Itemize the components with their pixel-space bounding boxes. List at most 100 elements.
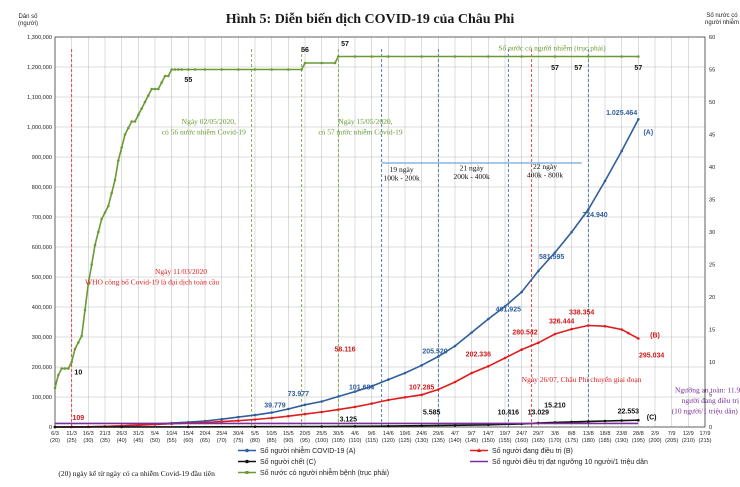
- series-point: [570, 420, 573, 424]
- x-tick-label: 11/3: [66, 431, 76, 437]
- series-point: [187, 68, 190, 71]
- series-point: [127, 126, 130, 130]
- series-point: [333, 61, 337, 65]
- x-tick-label: 9/6: [368, 431, 376, 437]
- data-label-57: 57: [551, 65, 559, 72]
- data-label: (B): [650, 333, 660, 340]
- data-label: 326.444: [549, 319, 574, 326]
- series-point: [153, 87, 157, 91]
- x-tick-sublabel: (20): [50, 438, 60, 444]
- x-tick-sublabel: (120): [382, 438, 395, 444]
- x-tick-sublabel: (115): [365, 438, 378, 444]
- series-point: [253, 413, 257, 417]
- series-point: [53, 425, 57, 429]
- x-tick-label: 20/4: [200, 431, 211, 437]
- series-point: [170, 68, 173, 71]
- series-point: [133, 120, 137, 123]
- series-point: [270, 411, 273, 414]
- x-tick-label: 25/5: [316, 431, 327, 437]
- x-tick-sublabel: (65): [200, 438, 210, 444]
- series-point: [287, 68, 290, 71]
- series-point: [237, 415, 240, 419]
- x-tick-label: 20/5: [300, 431, 311, 437]
- x-tick-sublabel: (190): [615, 438, 628, 444]
- legend-label: Số người chết (C): [260, 457, 316, 466]
- series-point: [113, 178, 117, 182]
- series-point: [147, 94, 150, 97]
- series-point: [87, 282, 90, 286]
- annotation: người đang điều trị: [682, 396, 739, 405]
- series-point: [370, 384, 373, 388]
- annotation: Ngày 26/07, Châu Phi chuyển giai đoạn: [522, 375, 642, 384]
- y-left-tick-label: 0: [49, 425, 52, 431]
- series-point: [520, 55, 523, 58]
- series-point: [403, 371, 407, 375]
- x-tick-sublabel: (195): [632, 438, 645, 444]
- series-point: [53, 386, 57, 390]
- data-label: 39.779: [264, 403, 286, 410]
- series-point: [100, 217, 103, 221]
- data-label: 58.116: [334, 346, 355, 353]
- series-point: [420, 424, 423, 428]
- y-left-title: Dân số: [18, 14, 38, 20]
- series-point: [603, 324, 607, 328]
- x-tick-label: 23/8: [616, 431, 627, 437]
- series-point: [403, 396, 407, 399]
- series-point: [587, 324, 590, 327]
- series-point: [470, 331, 473, 334]
- x-tick-sublabel: (90): [283, 438, 293, 444]
- x-tick-label: 2/9: [651, 431, 659, 437]
- series-point: [353, 425, 357, 428]
- data-label: 55: [184, 77, 192, 84]
- y-left-tick-label: 200,000: [32, 365, 52, 371]
- series-point: [353, 390, 357, 393]
- series-point: [387, 378, 390, 381]
- x-tick-sublabel: (50): [150, 438, 160, 444]
- x-tick-label: 28/8: [633, 431, 644, 437]
- x-tick-label: 14/7: [483, 431, 494, 437]
- series-point: [553, 251, 557, 254]
- series-point: [180, 68, 183, 71]
- y-right-tick-label: 30: [709, 230, 715, 236]
- series-point: [320, 61, 323, 65]
- series-point: [353, 405, 357, 409]
- series-point: [177, 68, 180, 71]
- x-tick-sublabel: (170): [548, 438, 561, 444]
- y-left-tick-label: 800,000: [32, 185, 52, 191]
- x-tick-sublabel: (200): [648, 438, 661, 444]
- legend-marker: [477, 448, 481, 452]
- series-point: [553, 332, 557, 336]
- series-point: [77, 341, 80, 344]
- x-tick-sublabel: (105): [332, 438, 345, 444]
- series-point: [140, 107, 143, 110]
- series-point: [637, 55, 640, 58]
- y-left-tick-label: 600,000: [32, 245, 52, 251]
- y-right-tick-label: 50: [709, 100, 715, 106]
- x-tick-label: 25/4: [216, 431, 227, 437]
- x-tick-sublabel: (150): [482, 438, 495, 444]
- y-right-tick-label: 10: [709, 360, 715, 366]
- series-point: [637, 118, 640, 121]
- x-tick-sublabel: (40): [117, 438, 127, 444]
- series-point: [287, 414, 290, 418]
- series-point: [123, 133, 127, 136]
- data-label: 73.977: [288, 391, 310, 398]
- annotation: 22 ngày: [533, 162, 557, 171]
- series-point: [57, 373, 60, 377]
- x-tick-label: 14/6: [383, 431, 394, 437]
- x-tick-sublabel: (165): [532, 438, 545, 444]
- series-point: [93, 243, 97, 247]
- x-tick-sublabel: (55): [167, 438, 177, 444]
- series-point: [620, 55, 623, 58]
- series-point: [420, 364, 423, 367]
- y-right-tick-label: 20: [709, 295, 715, 301]
- series-point: [287, 407, 290, 411]
- series-point: [187, 425, 190, 429]
- series-point: [420, 393, 423, 397]
- x-tick-label: 19/7: [500, 431, 511, 437]
- series-point: [520, 290, 523, 294]
- legend-label: Số người đang điều trị (B): [492, 446, 573, 455]
- series-point: [253, 68, 257, 71]
- x-tick-label: 13/8: [583, 431, 594, 437]
- x-tick-label: 12/9: [683, 431, 694, 437]
